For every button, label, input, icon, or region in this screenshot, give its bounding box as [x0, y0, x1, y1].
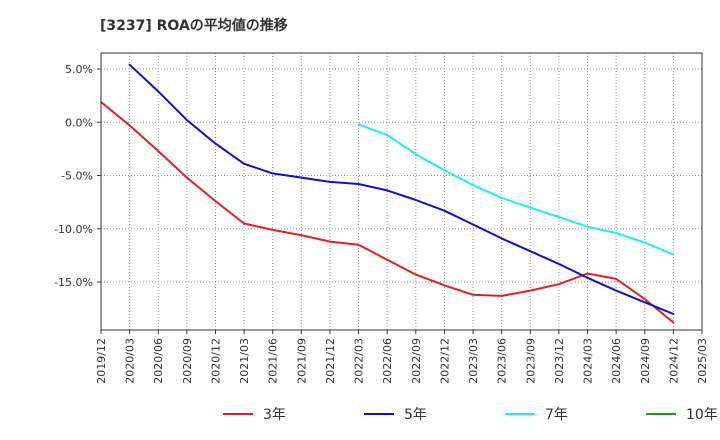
x-tick-label: 2020/03	[124, 338, 137, 384]
legend-label: 10年	[686, 407, 718, 423]
x-tick-label: 2023/12	[553, 338, 566, 384]
legend-label: 3年	[263, 407, 286, 423]
x-tick-label: 2022/12	[438, 338, 451, 384]
x-tick-label: 2022/09	[410, 338, 423, 384]
x-tick-label: 2024/06	[610, 338, 623, 384]
x-tick-label: 2021/03	[238, 338, 251, 384]
y-tick-label: -5.0%	[61, 170, 93, 183]
plot-frame	[100, 52, 703, 331]
x-tick-label: 2024/12	[667, 338, 680, 384]
legend-label: 5年	[404, 407, 427, 423]
x-tick-label: 2022/06	[381, 338, 394, 384]
series-line-3年	[100, 101, 675, 324]
series-layer	[100, 63, 675, 324]
y-tick-label: -10.0%	[54, 223, 93, 236]
x-tick-label: 2023/09	[524, 338, 537, 384]
x-tick-label: 2020/12	[209, 338, 222, 384]
x-tick-label: 2021/12	[324, 338, 337, 384]
y-tick-label: -15.0%	[54, 276, 93, 289]
y-tick-label: 5.0%	[65, 63, 93, 76]
x-tick-label: 2024/03	[582, 338, 595, 384]
x-tick-label: 2024/09	[639, 338, 652, 384]
chart-title: [3237] ROAの平均値の推移	[100, 17, 288, 34]
series-line-5年	[128, 63, 675, 315]
x-tick-label: 2021/09	[295, 338, 308, 384]
x-tick-label: 2020/06	[152, 338, 165, 384]
x-tick-label: 2025/03	[696, 338, 709, 384]
series-line-7年	[357, 123, 675, 256]
legend: 3年 5年 7年 10年	[223, 407, 718, 423]
legend-label: 7年	[545, 407, 568, 423]
x-tick-label: 2023/03	[467, 338, 480, 384]
x-tick-label: 2023/06	[496, 338, 509, 384]
x-tick-label: 2022/03	[353, 338, 366, 384]
y-axis-ticks: 5.0% 0.0% -5.0% -10.0% -15.0%	[54, 63, 101, 289]
x-tick-label: 2021/06	[267, 338, 280, 384]
x-axis-ticks: 2019/12 2020/03 2020/06 2020/09 2020/12 2021/…	[95, 330, 709, 384]
x-tick-label: 2020/09	[181, 338, 194, 384]
x-tick-label: 2019/12	[95, 338, 108, 384]
y-tick-label: 0.0%	[65, 116, 93, 129]
grid-layer	[101, 53, 702, 330]
